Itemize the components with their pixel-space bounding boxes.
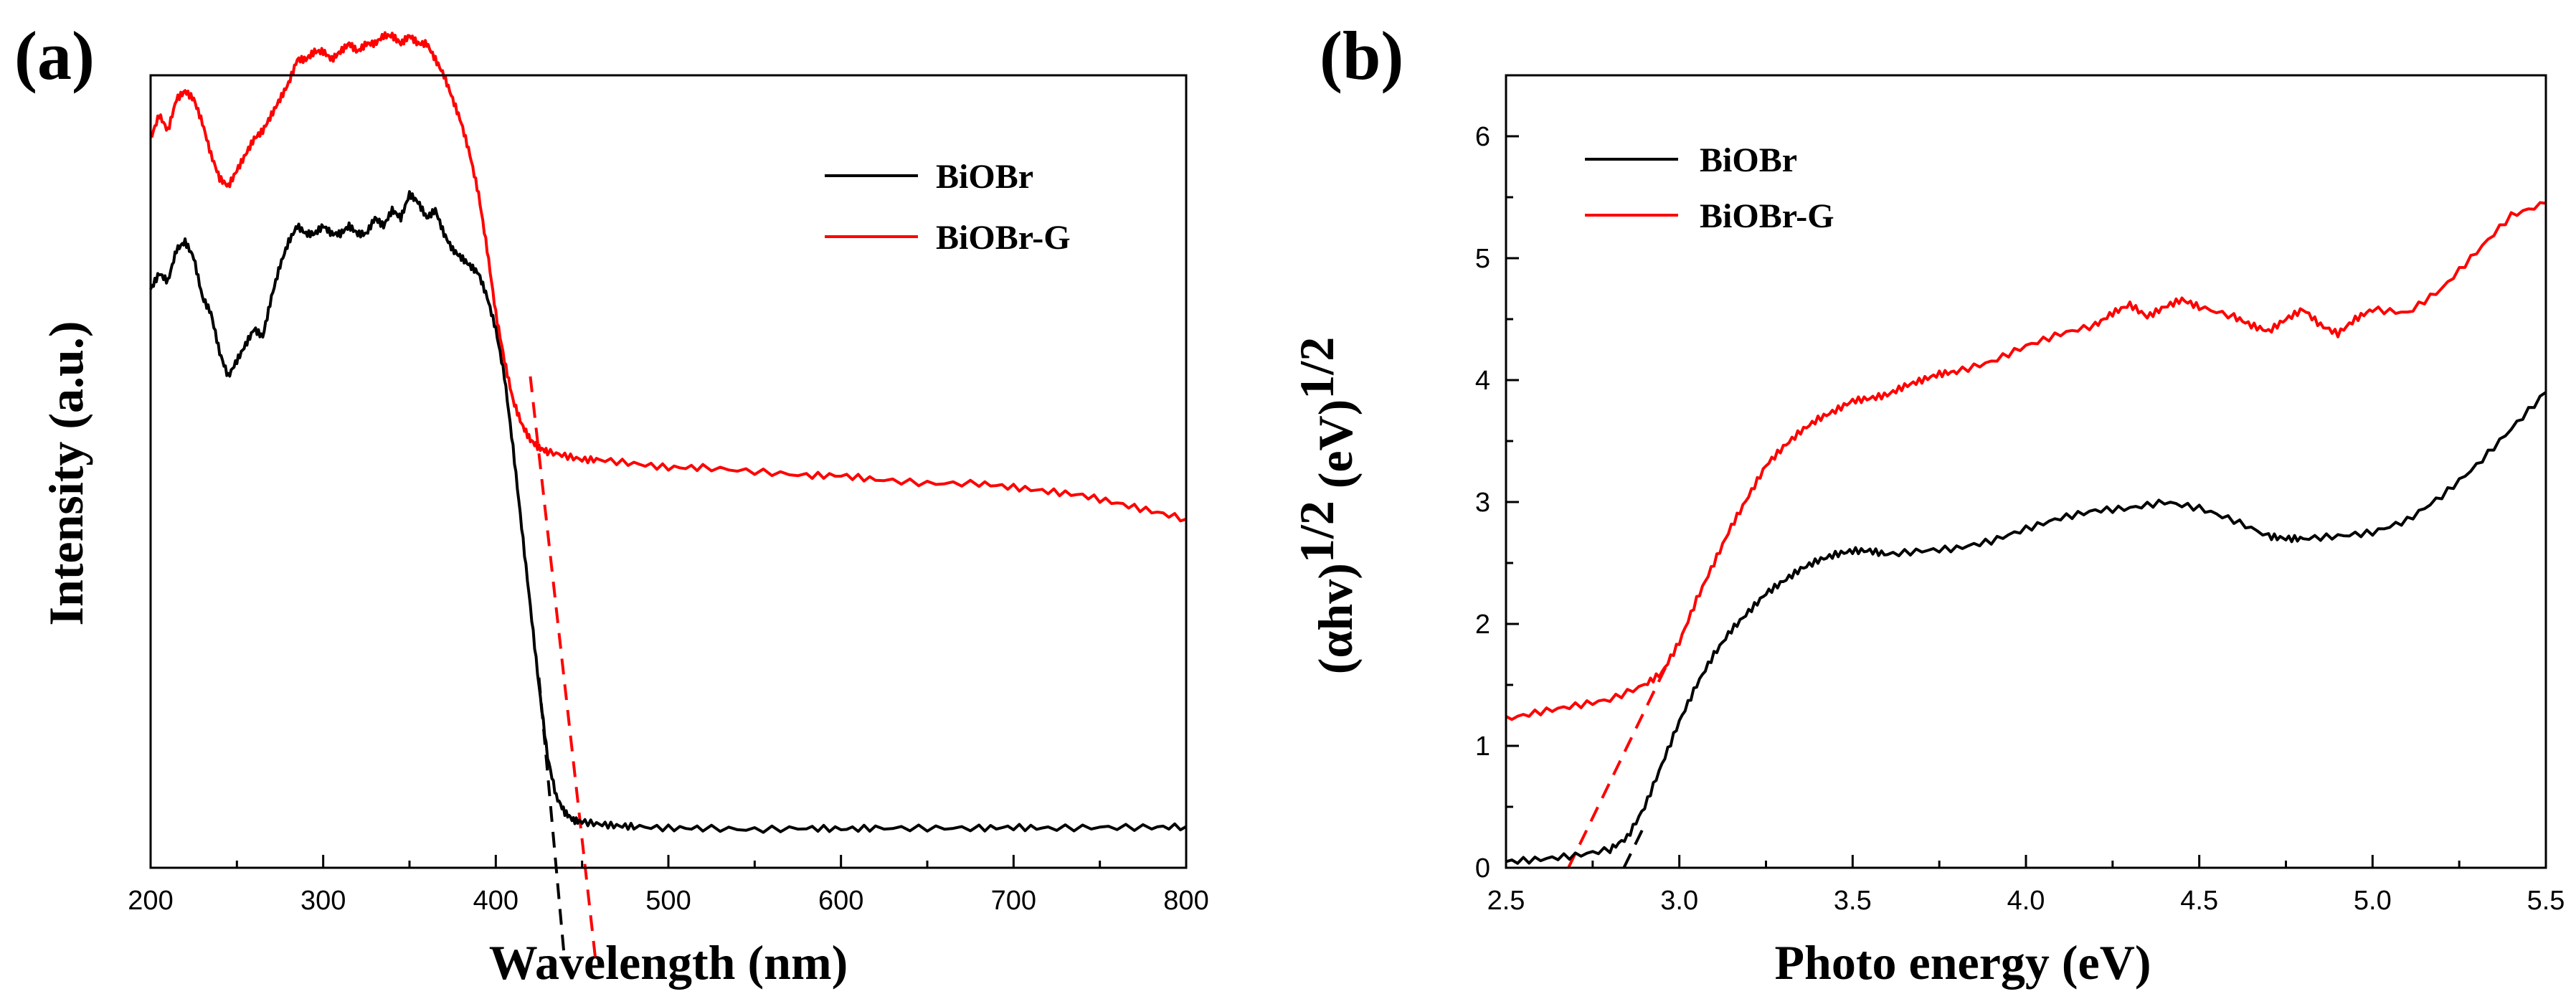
y-tick-label: 0	[1475, 853, 1490, 884]
x-tick-label: 4.5	[2180, 886, 2218, 916]
x-tick-label: 4.0	[2007, 886, 2045, 916]
series-line-biobr-g-b	[1505, 201, 2547, 721]
legend-label-biobr-g-b: BiOBr-G	[1700, 197, 1834, 235]
panel-b-ylabel-part2: (eV)	[1308, 399, 1363, 501]
panel-b: (b) (αhv)1/2 (eV)1/2 Photo energy (eV) 2…	[1289, 17, 2565, 990]
panel-a-legend: BiOBr BiOBr-G	[825, 158, 1071, 257]
legend-label-biobr-b: BiOBr	[1700, 141, 1797, 179]
x-tick-label: 3.0	[1660, 886, 1698, 916]
panel-b-label: (b)	[1320, 17, 1403, 94]
panel-a-xlabel: Wavelength (nm)	[489, 935, 848, 990]
panel-b-ticks: 2.5 3.0 3.5 4.0 4.5 5.0 5.5 0 1 2 3 4 5 6	[1475, 74, 2565, 916]
y-tick-label: 2	[1475, 610, 1490, 640]
y-tick-label: 6	[1475, 122, 1490, 152]
panel-a-ticks: 200 300 400 500 600 700 800	[128, 855, 1209, 916]
panel-b-legend: BiOBr BiOBr-G	[1585, 141, 1834, 235]
panel-a-ylabel: Intensity (a.u.)	[39, 321, 93, 625]
x-tick-label: 400	[473, 886, 518, 916]
y-tick-label: 4	[1475, 366, 1490, 396]
dashed-tangent-line	[537, 677, 567, 963]
legend-label-biobr-g-a: BiOBr-G	[936, 219, 1071, 257]
panel-b-ylabel-exp2: 1/2	[1289, 337, 1344, 399]
x-tick-label: 5.0	[2354, 886, 2392, 916]
x-tick-label: 300	[300, 886, 346, 916]
y-tick-label: 1	[1475, 732, 1490, 762]
x-tick-label: 2.5	[1487, 886, 1525, 916]
panel-b-annotations	[1567, 660, 1670, 868]
panel-a-frame	[149, 74, 1188, 869]
x-tick-label: 5.5	[2527, 886, 2565, 916]
panel-b-frame	[1505, 74, 2547, 869]
panel-b-ylabel-exp1: 1/2	[1289, 501, 1344, 563]
x-tick-label: 3.5	[1834, 886, 1872, 916]
panel-b-ylabel-part1: (αhv)	[1308, 563, 1363, 674]
y-tick-label: 5	[1475, 244, 1490, 274]
x-tick-label: 500	[645, 886, 691, 916]
x-tick-label: 200	[128, 886, 173, 916]
panel-b-series	[1505, 201, 2547, 865]
panel-b-xlabel: Photo energy (eV)	[1775, 935, 2151, 990]
panel-a: (a) Intensity (a.u.) Wavelength (nm) 200…	[14, 17, 1209, 990]
series-line-biobr-a	[149, 190, 1187, 834]
dashed-tangent-line	[1567, 660, 1670, 868]
x-tick-label: 700	[991, 886, 1036, 916]
y-tick-label: 3	[1475, 488, 1490, 518]
dashed-tangent-line	[529, 376, 597, 963]
x-tick-label: 600	[818, 886, 863, 916]
panel-a-series	[149, 31, 1187, 834]
panel-b-ylabel: (αhv)1/2 (eV)1/2	[1289, 337, 1363, 674]
x-tick-label: 800	[1163, 886, 1208, 916]
legend-label-biobr-a: BiOBr	[936, 158, 1033, 196]
panel-a-annotations	[529, 376, 597, 963]
series-line-biobr-b	[1505, 391, 2547, 865]
dashed-tangent-line	[1622, 824, 1647, 868]
panel-a-label: (a)	[14, 17, 95, 94]
series-line-biobr-g-a	[150, 31, 1187, 523]
